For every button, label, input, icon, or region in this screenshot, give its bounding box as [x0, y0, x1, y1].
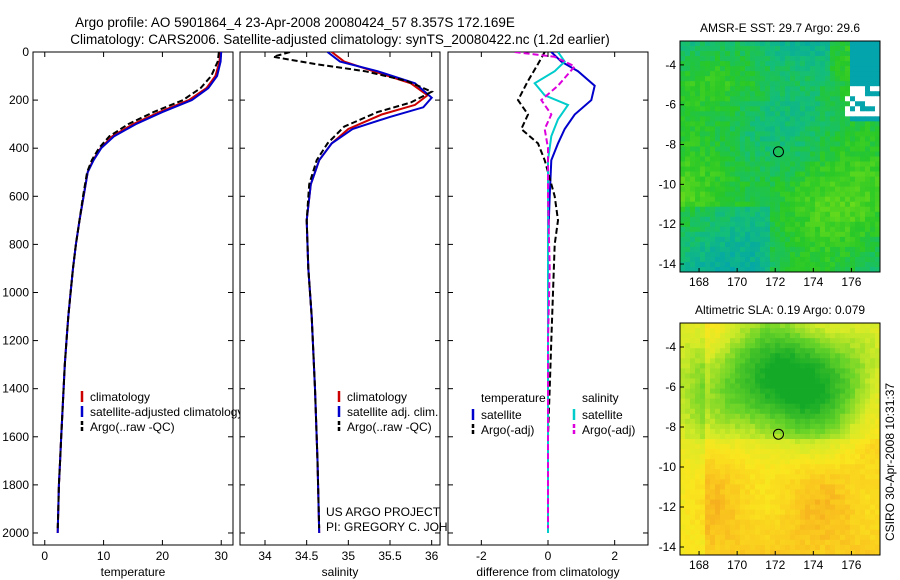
sla_map-field	[680, 323, 881, 556]
sst_map-ytick-label: -12	[659, 217, 677, 231]
credit-line1: US ARGO PROJECT	[326, 505, 441, 519]
salinity-legend-label: satellite adj. clim.	[347, 405, 438, 419]
temperature-xtick-label: 30	[215, 549, 229, 563]
difference-legend-title-temperature: temperature	[481, 391, 546, 405]
sla_map-xtick-label: 168	[689, 558, 709, 572]
difference-legend-label: Argo(-adj)	[582, 423, 635, 437]
sst_map-ytick-label: -4	[665, 58, 676, 72]
temperature-legend-label: satellite-adjusted climatology	[90, 405, 243, 419]
sst-map-panel: AMSR-E SST: 29.7 Argo: 29.6 168 170 172 174 1…	[659, 21, 881, 289]
temperature-series-2	[56, 52, 220, 529]
difference-legend-title-salinity: salinity	[582, 391, 619, 405]
sst_map-xtick-label: 172	[765, 275, 785, 289]
difference-series-3	[514, 52, 577, 529]
sla_map-title: Altimetric SLA: 0.19 Argo: 0.079	[695, 303, 865, 317]
temperature-ytick-label: 200	[9, 93, 29, 107]
sla_map-xtick-label: 172	[765, 558, 785, 572]
temperature-legend-label: climatology	[90, 390, 150, 404]
temperature-ytick-label: 800	[9, 237, 29, 251]
sst_map-ytick-label: -14	[659, 257, 677, 271]
temperature-ytick-label: 1000	[2, 285, 29, 299]
temperature-ytick-label: 600	[9, 189, 29, 203]
sla_map-ytick-label: -14	[659, 540, 677, 554]
temperature-panel: 0 10 20 30 temperature 0 200 400 600 800 1000 1200 1…	[2, 45, 243, 579]
difference-xtick-label: -2	[476, 549, 487, 563]
figure-title-line2: Climatology: CARS2006. Satellite-adjuste…	[70, 32, 610, 47]
sst_map-title: AMSR-E SST: 29.7 Argo: 29.6	[700, 21, 860, 35]
temperature-ytick-label: 0	[22, 45, 29, 59]
sla_map-frame	[679, 322, 881, 556]
temperature-xtick-label: 10	[97, 549, 111, 563]
salinity-xlabel: salinity	[322, 565, 359, 579]
sla-map-panel: Altimetric SLA: 0.19 Argo: 0.079 168 170 17…	[659, 303, 881, 572]
salinity-xtick-label: 36	[425, 549, 439, 563]
difference-xlabel: difference from climatology	[476, 565, 619, 579]
sst_map-xtick-label: 176	[841, 275, 861, 289]
sst_map-ytick-label: -10	[659, 177, 677, 191]
sst_map-xtick-label: 170	[727, 275, 747, 289]
sla_map-ytick-label: -6	[665, 380, 676, 394]
sla_map-ytick-label: -12	[659, 500, 677, 514]
difference-legend-label: Argo(-adj)	[481, 423, 534, 437]
salinity-xtick-label: 34.5	[295, 549, 319, 563]
sla_map-xtick-label: 170	[727, 558, 747, 572]
temperature-xtick-label: 0	[41, 549, 48, 563]
difference-xtick-label: 0	[545, 549, 552, 563]
sla_map-ytick-label: -10	[659, 460, 677, 474]
temperature-xtick-label: 20	[156, 549, 170, 563]
sla_map-ytick-label: -8	[665, 420, 676, 434]
temperature-ytick-label: 2000	[2, 526, 29, 540]
difference-series-2	[533, 52, 570, 533]
temperature-ytick-label: 1600	[2, 430, 29, 444]
sla_map-xtick-label: 176	[841, 558, 861, 572]
temperature-axes-frame	[32, 51, 234, 546]
sla_map-ytick-label: -4	[665, 340, 676, 354]
difference-xtick-label: 2	[611, 549, 618, 563]
salinity-axes-frame	[239, 51, 441, 546]
salinity-xtick-label: 35.5	[378, 549, 402, 563]
salinity-panel: 34 34.5 35 35.5 36 salinity climatologysatelli…	[239, 51, 482, 579]
sst_map-xtick-label: 168	[689, 275, 709, 289]
temperature-xlabel: temperature	[101, 565, 166, 579]
difference-panel: -2 0 2 difference from climatology temperatu…	[447, 51, 649, 579]
temperature-ytick-label: 1800	[2, 478, 29, 492]
difference-legend-label: satellite	[481, 408, 522, 422]
csiro-timestamp: CSIRO 30-Apr-2008 10:31:37	[883, 383, 897, 541]
sst_map-ytick-label: -8	[665, 138, 676, 152]
credit-line2: PI: GREGORY C. JOHNSON	[326, 520, 482, 534]
sst_map-frame	[679, 40, 881, 273]
sla_map-xtick-label: 174	[803, 558, 823, 572]
salinity-series-2	[273, 52, 435, 529]
sst_map-argo-location-marker	[772, 146, 784, 158]
sst_map-field	[680, 41, 881, 273]
salinity-xtick-label: 35	[342, 549, 356, 563]
sla_map-argo-location-marker	[772, 428, 784, 440]
sst_map-xtick-label: 174	[803, 275, 823, 289]
difference-series-1	[516, 52, 560, 529]
salinity-legend-label: climatology	[347, 390, 407, 404]
difference-legend-label: satellite	[582, 408, 623, 422]
temperature-legend-label: Argo(..raw -QC)	[90, 420, 175, 434]
sst_map-ytick-label: -6	[665, 98, 676, 112]
temperature-ytick-label: 1200	[2, 334, 29, 348]
salinity-xtick-label: 34	[258, 549, 272, 563]
figure-title-line1: Argo profile: AO 5901864_4 23-Apr-2008 2…	[75, 15, 515, 30]
temperature-ytick-label: 400	[9, 141, 29, 155]
temperature-ytick-label: 1400	[2, 382, 29, 396]
salinity-legend-label: Argo(..raw -QC)	[347, 420, 432, 434]
